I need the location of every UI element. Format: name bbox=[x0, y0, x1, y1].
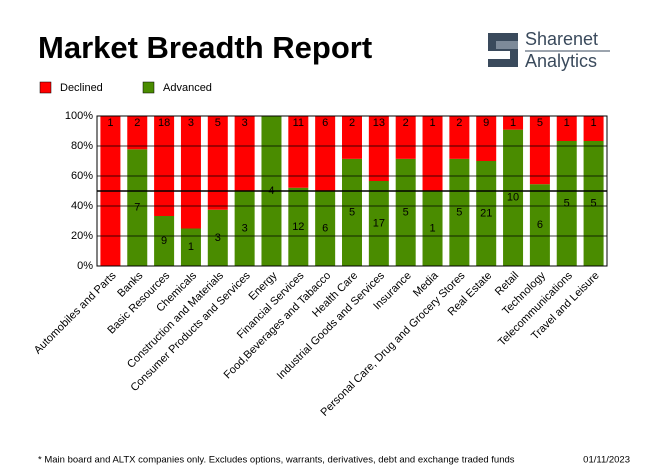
data-label: 11 bbox=[293, 117, 304, 129]
bar-segment bbox=[395, 116, 416, 159]
x-tick-label: Automobiles and Parts bbox=[32, 269, 119, 356]
bar-segment bbox=[315, 191, 336, 266]
bar-segment bbox=[529, 116, 550, 185]
bar-segment bbox=[207, 209, 228, 266]
footnote: * Main board and ALTX companies only. Ex… bbox=[38, 455, 515, 466]
bar-segment bbox=[234, 191, 255, 266]
data-label: 6 bbox=[537, 219, 543, 231]
bar-segment bbox=[583, 141, 604, 266]
legend-swatch bbox=[39, 81, 52, 94]
data-label: 18 bbox=[158, 117, 170, 129]
data-label: 10 bbox=[507, 192, 519, 204]
date: 01/11/2023 bbox=[583, 455, 630, 466]
bar-segment bbox=[342, 116, 362, 159]
data-label: 17 bbox=[373, 217, 385, 229]
data-label: 13 bbox=[373, 117, 385, 129]
data-label: 9 bbox=[161, 235, 167, 247]
bar-segment bbox=[556, 116, 577, 141]
brand-sub: Analytics bbox=[525, 51, 597, 71]
bar-segment bbox=[422, 116, 443, 191]
bar-segment bbox=[154, 116, 175, 216]
bar-segment bbox=[234, 116, 255, 191]
data-label: 1 bbox=[429, 222, 435, 234]
data-label: 1 bbox=[591, 117, 597, 129]
data-label: 3 bbox=[188, 117, 194, 129]
logo-icon bbox=[488, 33, 518, 67]
data-label: 2 bbox=[134, 117, 140, 129]
data-label: 5 bbox=[591, 197, 597, 209]
bar-segment bbox=[288, 187, 309, 266]
legend-swatch bbox=[142, 81, 155, 94]
data-label: 3 bbox=[215, 232, 221, 244]
y-tick-label: 20% bbox=[71, 230, 93, 242]
bar-segment bbox=[503, 129, 524, 266]
bar-segment bbox=[180, 116, 201, 229]
bar-segment bbox=[583, 116, 604, 141]
data-label: 3 bbox=[242, 222, 248, 234]
data-label: 3 bbox=[242, 117, 248, 129]
y-tick-label: 0% bbox=[77, 260, 93, 272]
bar-segment bbox=[476, 116, 497, 161]
bar-segment bbox=[154, 216, 175, 266]
y-tick-label: 80% bbox=[71, 140, 93, 152]
y-tick-label: 40% bbox=[71, 200, 93, 212]
bar-segment bbox=[288, 116, 309, 188]
data-label: 2 bbox=[349, 117, 355, 129]
brand-name: Sharenet bbox=[525, 29, 598, 49]
bar-segment bbox=[476, 161, 497, 266]
bar-segment bbox=[180, 228, 201, 266]
data-label: 6 bbox=[322, 222, 328, 234]
data-label: 7 bbox=[134, 202, 140, 214]
legend-label: Declined bbox=[60, 82, 103, 94]
data-label: 2 bbox=[456, 117, 462, 129]
bar-segment bbox=[342, 158, 362, 266]
bar-segment bbox=[503, 116, 524, 130]
bar-segment bbox=[556, 141, 577, 266]
bar-segment bbox=[127, 149, 148, 266]
data-label: 1 bbox=[564, 117, 570, 129]
bar-segment bbox=[368, 116, 389, 181]
data-label: 5 bbox=[215, 117, 221, 129]
bar-segment bbox=[529, 184, 550, 266]
data-label: 1 bbox=[107, 117, 113, 129]
bar-segment bbox=[422, 191, 443, 266]
data-label: 5 bbox=[456, 206, 462, 218]
data-label: 9 bbox=[483, 117, 489, 129]
data-label: 5 bbox=[537, 117, 543, 129]
bar-segment bbox=[127, 116, 148, 150]
bar-segment bbox=[368, 181, 389, 266]
chart-title: Market Breadth Report bbox=[38, 30, 372, 65]
data-label: 12 bbox=[292, 221, 304, 233]
bar-segment bbox=[449, 158, 470, 266]
bar-segment bbox=[449, 116, 470, 159]
data-label: 1 bbox=[429, 117, 435, 129]
data-label: 1 bbox=[188, 241, 194, 253]
data-label: 5 bbox=[403, 206, 409, 218]
y-tick-label: 60% bbox=[71, 170, 93, 182]
bar-segment bbox=[207, 116, 228, 210]
bar-segment bbox=[395, 158, 416, 266]
data-label: 1 bbox=[510, 117, 516, 129]
data-label: 6 bbox=[322, 117, 328, 129]
bar-segment bbox=[315, 116, 336, 191]
data-label: 5 bbox=[349, 206, 355, 218]
data-label: 21 bbox=[480, 207, 492, 219]
y-tick-label: 100% bbox=[65, 110, 93, 122]
data-label: 2 bbox=[403, 117, 409, 129]
data-label: 5 bbox=[564, 197, 570, 209]
plot-frame bbox=[96, 115, 608, 267]
legend-label: Advanced bbox=[163, 82, 212, 94]
